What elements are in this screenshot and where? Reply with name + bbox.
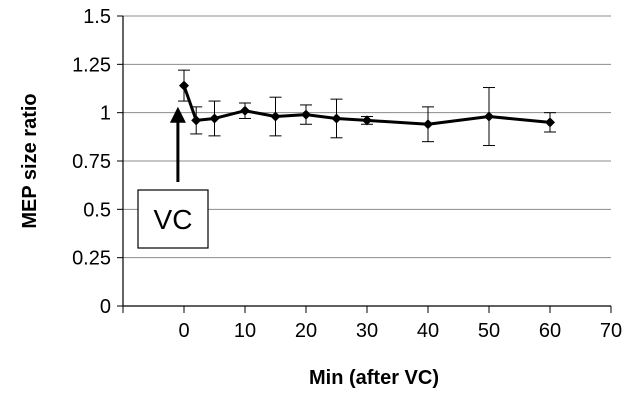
data-point (191, 115, 202, 126)
data-point (484, 111, 494, 122)
x-tick-label: 60 (539, 320, 561, 342)
annotation-arrow-head (169, 106, 186, 123)
data-point (423, 119, 433, 130)
data-point (270, 111, 281, 122)
data-point (240, 105, 250, 116)
x-tick-label: 70 (600, 320, 622, 342)
y-tick-label: 0 (100, 296, 111, 318)
axes (117, 15, 612, 313)
y-tick-label: 0.5 (83, 199, 111, 221)
data-point (331, 113, 342, 124)
annotation-label: VC (154, 204, 193, 235)
x-tick-label: 20 (295, 320, 317, 342)
y-tick-label: 0.25 (72, 248, 111, 270)
data-point (362, 115, 372, 126)
annotation-box (137, 189, 209, 249)
y-tick-label: 0.75 (72, 151, 111, 173)
y-tick-label: 1.5 (83, 6, 111, 28)
data-point (179, 80, 189, 91)
series (179, 80, 555, 130)
x-tick-labels: 0 10 20 30 40 50 60 70 (178, 320, 622, 342)
x-tick-label: 40 (417, 320, 439, 342)
x-tick-label: 0 (178, 320, 189, 342)
data-point (545, 117, 555, 128)
y-tick-label: 1 (100, 103, 111, 125)
x-tick-label: 30 (356, 320, 378, 342)
y-axis-title: MEP size ratio (19, 93, 41, 228)
x-axis-title: Min (after VC) (309, 367, 439, 389)
error-bars (178, 69, 556, 147)
x-tick-label: 50 (478, 320, 500, 342)
y-tick-labels: 0 0.25 0.5 0.75 1 1.25 1.5 (72, 6, 111, 318)
data-point (301, 109, 311, 120)
data-point (209, 113, 220, 124)
y-tick-label: 1.25 (72, 54, 111, 76)
annotation: VC (137, 106, 209, 249)
x-tick-label: 10 (234, 320, 256, 342)
